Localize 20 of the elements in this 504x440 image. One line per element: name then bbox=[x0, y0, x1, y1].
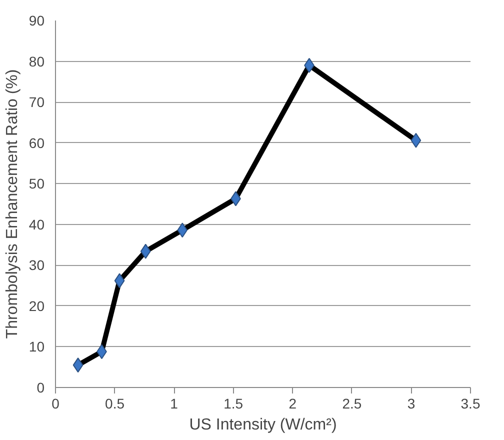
y-tick-label: 40 bbox=[28, 216, 45, 232]
x-tick-label: 0.5 bbox=[105, 396, 125, 412]
y-tick-label: 80 bbox=[28, 53, 45, 70]
y-tick-label: 70 bbox=[28, 94, 45, 110]
x-tick-label: 2 bbox=[288, 396, 297, 412]
y-tick-label: 30 bbox=[28, 257, 45, 274]
x-tick-label: 3 bbox=[407, 396, 416, 412]
y-tick-label: 90 bbox=[28, 12, 45, 28]
y-tick-label: 60 bbox=[28, 134, 45, 151]
x-tick-label: 0 bbox=[52, 396, 60, 412]
y-tick-label: 20 bbox=[28, 298, 45, 314]
x-tick-label: 3.5 bbox=[460, 396, 480, 412]
y-axis-title: Thrombolysis Enhancement Ratio (%) bbox=[4, 69, 21, 339]
y-tick-label: 0 bbox=[36, 380, 45, 396]
x-tick-label: 1.5 bbox=[224, 396, 244, 412]
x-tick-label: 2.5 bbox=[342, 396, 362, 412]
y-tick-label: 10 bbox=[28, 338, 45, 355]
y-tick-label: 50 bbox=[28, 176, 45, 192]
x-axis-title: US Intensity (W/cm²) bbox=[189, 416, 337, 434]
x-tick-label: 1 bbox=[170, 396, 178, 412]
